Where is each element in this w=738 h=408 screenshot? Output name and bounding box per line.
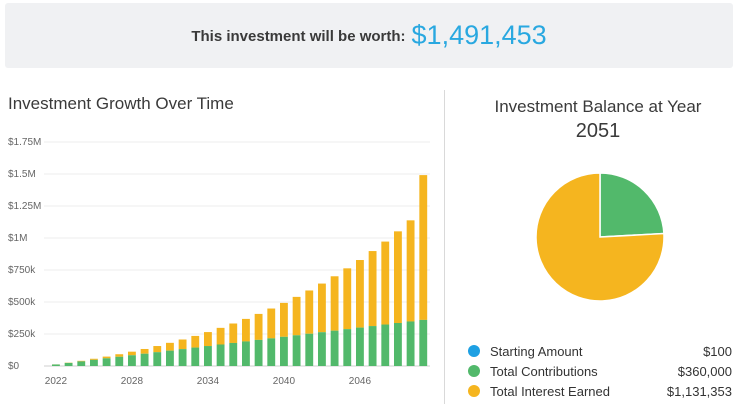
- bar-contributions: [280, 336, 288, 366]
- bar-interest: [178, 339, 187, 350]
- legend-value: $100: [703, 343, 732, 359]
- legend-item-starting-amount: Starting Amount $100: [468, 341, 732, 361]
- y-tick-label: $250k: [8, 329, 36, 340]
- legend-dot-interest: [468, 385, 480, 397]
- legend-item-total-interest: Total Interest Earned $1,131,353: [468, 381, 732, 401]
- growth-chart: $0 $250k $500k $750k $1M $1.25M $1.5M $1.75M 202…: [8, 137, 430, 387]
- bar-contributions: [381, 324, 390, 366]
- panel-divider: [444, 90, 445, 404]
- balance-title: Investment Balance at Year 2051: [460, 94, 736, 144]
- bar-interest: [115, 354, 124, 357]
- bar-interest: [318, 283, 326, 333]
- bar-interest: [254, 313, 263, 340]
- bar-contributions: [178, 349, 187, 366]
- bar-interest: [140, 348, 149, 354]
- bar-contributions: [356, 327, 364, 366]
- bar-interest: [216, 327, 225, 345]
- bar-interest: [90, 358, 98, 360]
- bar-contributions: [90, 359, 98, 366]
- x-tick-label: 2022: [45, 376, 68, 387]
- pie-slice-interest: [535, 172, 665, 302]
- bar-interest: [406, 220, 415, 322]
- legend-dot-starting: [468, 345, 480, 357]
- y-tick-label: $750k: [8, 265, 36, 276]
- bar-interest: [242, 318, 250, 342]
- y-tick-label: $1M: [8, 233, 27, 244]
- y-tick-label: $1.25M: [8, 201, 41, 212]
- bar-interest: [267, 308, 276, 339]
- bar-contributions: [394, 322, 402, 366]
- bar-contributions: [419, 319, 428, 366]
- bar-contributions: [318, 332, 326, 366]
- pie-legend: Starting Amount $100 Total Contributions…: [468, 341, 732, 401]
- x-tick-label: 2028: [121, 376, 144, 387]
- result-label: This investment will be worth:: [191, 28, 406, 45]
- bar-interest: [292, 296, 301, 336]
- bar-contributions: [52, 364, 60, 366]
- balance-pie-chart: [535, 172, 665, 302]
- bar-contributions: [102, 358, 111, 366]
- result-value: $1,491,453: [411, 20, 547, 50]
- bar-contributions: [64, 362, 73, 366]
- bar-interest: [419, 175, 428, 320]
- y-tick-label: $1.75M: [8, 137, 41, 148]
- bar-interest: [102, 356, 111, 359]
- bar-interest: [343, 268, 352, 330]
- bar-contributions: [204, 346, 212, 366]
- bar-interest: [330, 276, 339, 331]
- bar-contributions: [330, 330, 339, 366]
- bar-contributions: [166, 350, 174, 366]
- legend-label: Total Interest Earned: [490, 383, 610, 399]
- bar-interest: [204, 332, 212, 347]
- bar-interest: [128, 351, 136, 356]
- bar-interest: [229, 323, 238, 343]
- bar-contributions: [292, 335, 301, 366]
- bar-interest: [305, 290, 314, 334]
- bar-interest: [191, 335, 200, 348]
- y-tick-label: $1.5M: [8, 169, 36, 180]
- bar-contributions: [254, 339, 263, 366]
- bar-interest: [368, 251, 377, 327]
- bar-interest: [280, 302, 288, 337]
- legend-dot-contributions: [468, 365, 480, 377]
- growth-chart-title: Investment Growth Over Time: [8, 94, 234, 113]
- legend-value: $360,000: [677, 363, 732, 379]
- legend-label: Total Contributions: [490, 363, 598, 379]
- bar-contributions: [115, 356, 124, 366]
- bar-contributions: [267, 338, 276, 366]
- balance-year: 2051: [575, 120, 621, 142]
- bar-interest: [153, 346, 162, 353]
- legend-label: Starting Amount: [490, 343, 583, 359]
- x-tick-label: 2046: [349, 376, 372, 387]
- bar-contributions: [216, 344, 225, 366]
- bar-contributions: [229, 342, 238, 366]
- bar-contributions: [368, 326, 377, 366]
- bar-contributions: [242, 341, 250, 366]
- legend-value: $1,131,353: [666, 383, 732, 399]
- legend-item-total-contributions: Total Contributions $360,000: [468, 361, 732, 381]
- bar-contributions: [406, 321, 415, 366]
- pie-slice-contributions: [599, 172, 665, 238]
- balance-title-text: Investment Balance at Year: [494, 97, 702, 116]
- bar-interest: [166, 342, 174, 351]
- x-tick-label: 2040: [273, 376, 296, 387]
- bar-contributions: [305, 333, 314, 366]
- bar-contributions: [128, 355, 136, 366]
- bar-contributions: [140, 353, 149, 366]
- bar-interest: [356, 260, 364, 328]
- bar-interest: [381, 241, 390, 325]
- bar-interest: [77, 360, 86, 362]
- y-tick-label: $0: [8, 361, 20, 372]
- bar-contributions: [153, 352, 162, 366]
- bar-contributions: [77, 361, 86, 366]
- x-tick-label: 2034: [197, 376, 220, 387]
- result-banner: This investment will be worth: $1,491,45…: [5, 3, 733, 68]
- bar-contributions: [191, 347, 200, 366]
- bar-interest: [394, 231, 402, 323]
- bar-contributions: [343, 329, 352, 366]
- y-tick-label: $500k: [8, 297, 36, 308]
